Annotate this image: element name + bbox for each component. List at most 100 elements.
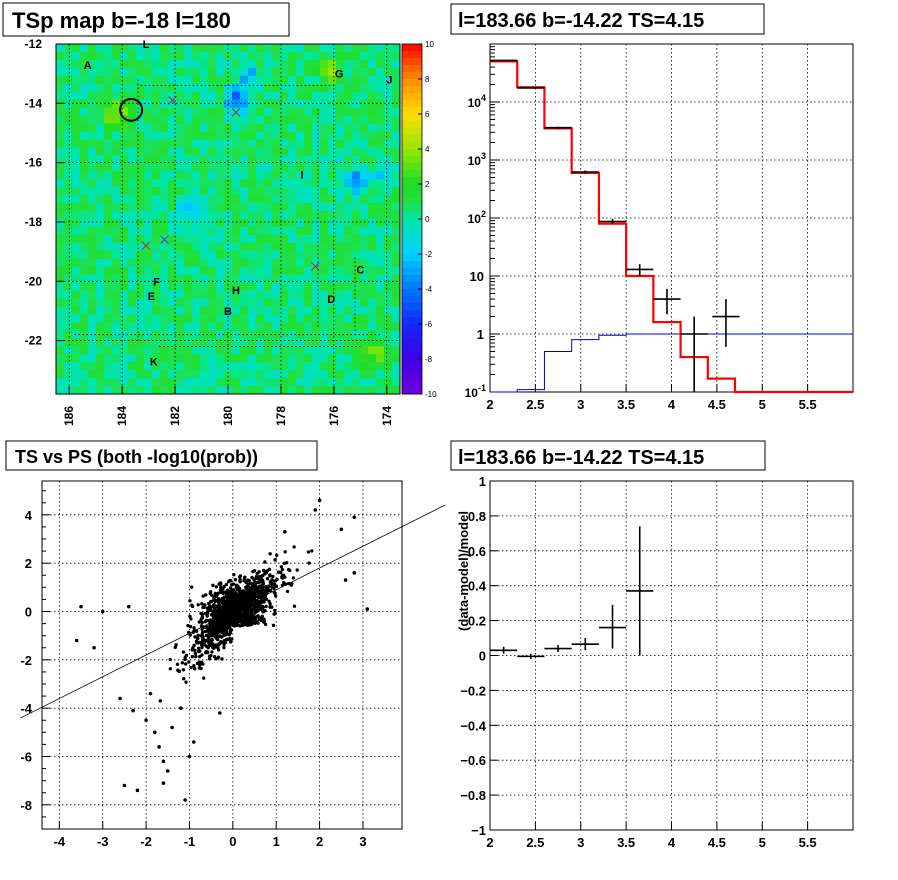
- map-cell: [336, 226, 345, 236]
- map-cell: [216, 211, 225, 220]
- map-cell: [144, 378, 153, 387]
- map-cell: [248, 155, 257, 164]
- map-cell: [256, 187, 265, 196]
- map-cell: [64, 59, 73, 69]
- map-cell: [392, 274, 401, 284]
- map-ytick-label: -16: [25, 156, 43, 170]
- map-cell: [160, 362, 169, 371]
- map-cell: [64, 242, 73, 252]
- map-cell: [176, 250, 185, 260]
- map-cell: [264, 203, 273, 212]
- map-cell: [392, 370, 401, 379]
- map-cell: [224, 226, 233, 236]
- map-cell: [384, 44, 393, 53]
- map-cell: [312, 282, 321, 291]
- spectrum-data-point: [571, 170, 599, 174]
- map-cell: [144, 203, 153, 212]
- map-cell: [264, 370, 273, 379]
- map-cell: [176, 59, 185, 69]
- map-cell: [344, 115, 353, 124]
- map-cell: [176, 346, 185, 355]
- map-cell: [112, 362, 121, 371]
- map-cell: [224, 290, 233, 299]
- map-cell: [112, 354, 121, 363]
- map-cell: [128, 378, 137, 387]
- colorbar-segment: [402, 268, 422, 276]
- map-cell: [280, 203, 289, 212]
- scatter-xtick-label: -2: [140, 834, 152, 849]
- map-cell: [160, 378, 169, 387]
- map-cell: [88, 75, 97, 85]
- map-cell: [88, 99, 97, 109]
- map-cell: [320, 378, 329, 387]
- scatter-point: [204, 649, 209, 654]
- map-cell: [216, 346, 225, 355]
- map-cell: [128, 370, 137, 379]
- map-cell: [96, 226, 105, 236]
- map-cell: [184, 139, 193, 148]
- scatter-point: [273, 558, 277, 562]
- map-marker-0: [168, 96, 177, 105]
- spectrum-ytick-label: 103: [468, 151, 486, 168]
- scatter-point: [258, 592, 262, 596]
- map-cell: [104, 322, 113, 331]
- map-cell: [72, 282, 81, 291]
- map-cell: [360, 266, 369, 276]
- scatter-point: [244, 609, 249, 614]
- map-cell: [304, 242, 313, 252]
- map-cell: [128, 266, 137, 276]
- scatter-point: [218, 634, 222, 638]
- map-cell: [168, 171, 177, 180]
- map-cell: [336, 298, 345, 307]
- map-cell: [264, 115, 273, 124]
- map-cell: [104, 99, 113, 109]
- map-cell: [256, 219, 265, 228]
- colorbar-segment: [402, 387, 422, 395]
- map-cell: [104, 147, 113, 156]
- map-cell: [184, 171, 193, 180]
- scatter-point: [239, 615, 243, 619]
- map-cell: [104, 115, 113, 124]
- map-cell: [72, 91, 81, 101]
- map-cell: [312, 314, 321, 323]
- map-cell: [176, 44, 185, 53]
- spectrum-xtick-label: 2: [486, 397, 493, 412]
- map-cell: [264, 322, 273, 331]
- map-cell: [304, 179, 313, 188]
- map-cell: [136, 171, 145, 180]
- colorbar-segment: [402, 219, 422, 227]
- map-cell: [264, 83, 273, 93]
- scatter-point: [243, 613, 248, 618]
- map-cell: [240, 346, 249, 355]
- map-cell: [368, 115, 377, 124]
- map-cell: [192, 123, 201, 132]
- map-cell: [392, 139, 401, 148]
- map-cell: [120, 362, 129, 371]
- map-cell: [320, 83, 329, 93]
- map-cell: [96, 250, 105, 260]
- scatter-title: TS vs PS (both -log10(prob)): [15, 447, 258, 467]
- colorbar-segment: [402, 79, 422, 87]
- map-source-circle: [119, 97, 144, 122]
- map-cell: [208, 314, 217, 323]
- map-cell: [384, 298, 393, 307]
- map-cell: [312, 234, 321, 244]
- map-cell: [64, 83, 73, 93]
- map-cell: [96, 258, 105, 268]
- map-cell: [240, 123, 249, 132]
- scatter-point: [261, 610, 265, 614]
- scatter-point: [158, 699, 162, 703]
- scatter-point: [189, 585, 194, 589]
- map-cell: [368, 370, 377, 379]
- map-cell: [304, 258, 313, 268]
- map-cell: [368, 163, 377, 172]
- map-cell: [376, 131, 385, 140]
- spectrum-ytick-label: 10: [470, 269, 484, 284]
- map-cell: [168, 75, 177, 85]
- map-cell: [232, 203, 241, 212]
- map-cell: [192, 147, 201, 156]
- map-cell: [272, 44, 281, 53]
- colorbar-segment: [402, 149, 422, 157]
- map-cell: [208, 123, 217, 132]
